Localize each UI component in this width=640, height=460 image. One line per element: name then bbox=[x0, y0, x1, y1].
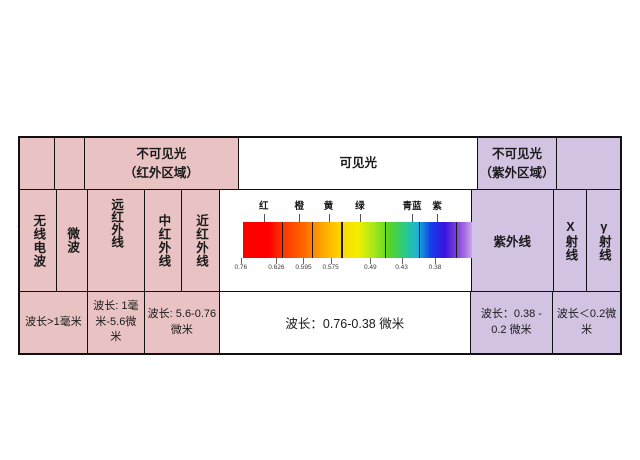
spectrum-color-labels: 红 橙 黄 绿 青蓝紫 bbox=[220, 198, 471, 214]
spectrum-color-label-1: 橙 bbox=[294, 201, 305, 212]
spectrum-bottom-tick-5 bbox=[401, 258, 403, 264]
spectrum-tick-label-6: 0.38 bbox=[428, 264, 442, 271]
spectrum-tick-label-2: 0.595 bbox=[295, 264, 312, 271]
band-ultraviolet-label: 紫外线 bbox=[493, 235, 532, 249]
category-cell-empty-microwave bbox=[54, 138, 85, 189]
band-ultraviolet: 紫外线 bbox=[471, 190, 555, 291]
spectrum-wavelength-tick-labels: 0.76 0.626 0.595 0.575 0.49 0.43 0.38 bbox=[220, 264, 471, 276]
spectrum-tick-label-4: 0.49 bbox=[363, 264, 377, 271]
wavelength-infrared: 波长: 5.6-0.76微米 bbox=[144, 292, 220, 353]
spectrum-gradient-bar bbox=[242, 222, 472, 258]
wavelength-radio: 波长>1毫米 bbox=[20, 292, 88, 353]
category-ultraviolet-line1: 不可见光 bbox=[491, 147, 542, 162]
category-infrared-line2: （红外区域） bbox=[123, 165, 199, 180]
table-row-wavelengths: 波长>1毫米 波长: 1毫米-5.6微米 波长: 5.6-0.76微米 波长：0… bbox=[20, 292, 620, 353]
spectrum-bottom-tick-2 bbox=[303, 258, 305, 264]
title-area: 太阳光总辐射 bbox=[0, 96, 640, 234]
wavelength-microwave: 波长: 1毫米-5.6微米 bbox=[87, 292, 145, 353]
spectrum-bar-divider-5 bbox=[419, 222, 421, 258]
band-radio-label: 无线电波 bbox=[31, 213, 46, 268]
spectrum-bar-divider-4 bbox=[384, 222, 387, 258]
wavelength-ultraviolet: 波长：0.38 - 0.2 微米 bbox=[470, 292, 554, 353]
table-row-categories: 不可见光 （红外区域） 可见光 不可见光 （紫外区域） bbox=[20, 138, 621, 190]
band-microwave-label: 微波 bbox=[65, 227, 80, 254]
spectrum-color-label-3: 绿 bbox=[355, 201, 365, 212]
band-near-infrared-label: 近红外线 bbox=[193, 213, 208, 268]
wavelength-visible: 波长：0.76-0.38 微米 bbox=[219, 292, 471, 353]
band-far-infrared-label: 远红外线 bbox=[109, 197, 124, 248]
table-row-bands: 无线电波 微波 远红外线 中红外线 近红外线 红 橙 黄 绿 青蓝紫 0.76 0.626… bbox=[20, 190, 620, 292]
category-infrared: 不可见光 （红外区域） bbox=[84, 138, 240, 189]
spectrum-tick-label-1: 0.626 bbox=[268, 264, 285, 271]
category-visible: 可见光 bbox=[239, 138, 479, 189]
visible-spectrum-cell: 红 橙 黄 绿 青蓝紫 0.76 0.626 0.595 0.575 0.49 0.43 0.38 bbox=[219, 190, 472, 291]
category-ultraviolet-line2: （紫外区域） bbox=[479, 165, 555, 180]
band-far-infrared: 远红外线 bbox=[87, 190, 145, 291]
spectrum-top-tick-2 bbox=[328, 214, 330, 222]
spectrum-top-tick-4 bbox=[412, 214, 414, 222]
spectrum-top-tick-0 bbox=[263, 214, 265, 222]
spectrum-color-label-5: 紫 bbox=[432, 201, 442, 212]
visible-spectrum-figure: 红 橙 黄 绿 青蓝紫 0.76 0.626 0.595 0.575 0.49 0.43 0.38 bbox=[219, 190, 472, 291]
band-gamma-label: γ射线 bbox=[596, 219, 611, 262]
spectrum-tick-label-5: 0.43 bbox=[395, 264, 408, 271]
spectrum-bar-divider-2 bbox=[311, 222, 313, 258]
wavelength-xray-gamma: 波长＜0.2微米 bbox=[553, 292, 620, 353]
spectrum-tick-label-0: 0.76 bbox=[234, 264, 248, 271]
band-microwave: 微波 bbox=[56, 190, 88, 291]
category-infrared-line1: 不可见光 bbox=[136, 147, 187, 162]
spectrum-bottom-tick-6 bbox=[434, 258, 436, 264]
spectrum-tick-label-3: 0.575 bbox=[322, 264, 339, 271]
band-xray: X射线 bbox=[554, 190, 588, 291]
spectrum-bottom-tick-0 bbox=[240, 258, 242, 264]
spectrum-bottom-tick-3 bbox=[330, 258, 332, 264]
spectrum-bottom-tick-4 bbox=[370, 258, 372, 264]
spectrum-top-tick-5 bbox=[437, 214, 439, 222]
category-cell-empty-xray-gamma bbox=[556, 138, 621, 189]
category-cell-empty-radio bbox=[20, 138, 55, 189]
spectrum-top-tick-3 bbox=[359, 214, 361, 222]
band-mid-infrared: 中红外线 bbox=[144, 190, 183, 291]
spectrum-bar-divider-1 bbox=[281, 222, 283, 258]
band-near-infrared: 近红外线 bbox=[182, 190, 220, 291]
band-mid-infrared-label: 中红外线 bbox=[156, 213, 171, 268]
band-radio: 无线电波 bbox=[20, 190, 57, 291]
spectrum-bottom-ticks bbox=[220, 258, 471, 265]
spectrum-bottom-tick-1 bbox=[276, 258, 278, 264]
spectrum-top-ticks bbox=[220, 214, 471, 222]
spectrum-color-label-4: 青蓝 bbox=[402, 201, 422, 212]
spectrum-color-label-2: 黄 bbox=[323, 201, 334, 212]
category-ultraviolet: 不可见光 （紫外区域） bbox=[478, 138, 557, 189]
spectrum-bar-divider-3 bbox=[341, 222, 343, 258]
spectrum-table: 不可见光 （红外区域） 可见光 不可见光 （紫外区域） 无线电波 微波 远红外线… bbox=[18, 136, 622, 355]
spectrum-bar-divider-6 bbox=[455, 222, 458, 258]
band-xray-label: X射线 bbox=[563, 219, 578, 262]
spectrum-top-tick-1 bbox=[299, 214, 301, 222]
band-gamma: γ射线 bbox=[587, 190, 620, 291]
spectrum-color-label-0: 红 bbox=[259, 201, 269, 212]
